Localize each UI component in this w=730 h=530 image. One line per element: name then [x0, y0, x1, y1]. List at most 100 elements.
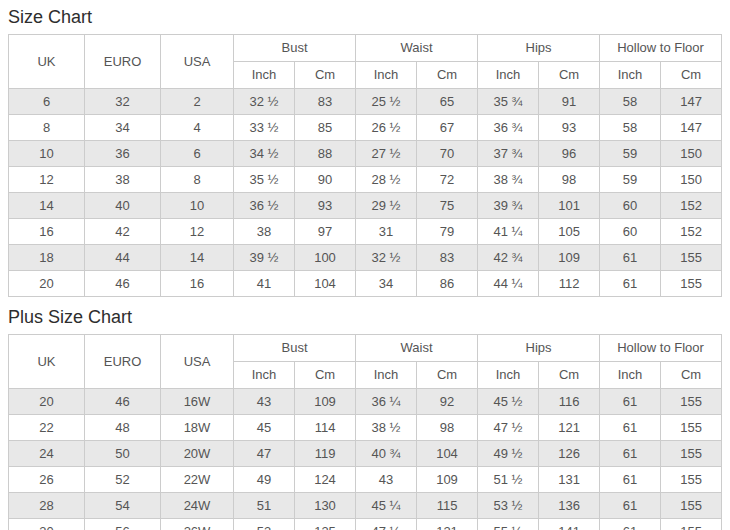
group-header-bust: Bust [234, 335, 356, 362]
table-row: 265222W491244310951 ½13161155 [9, 467, 722, 493]
table-row: 1238835 ½9028 ½7238 ¾9859150 [9, 167, 722, 193]
unit-header-cm: Cm [417, 362, 478, 389]
size-chart-page: Size Chart UKEUROUSABustWaistHipsHollow … [0, 0, 730, 530]
table-cell: 28 ½ [356, 167, 417, 193]
table-cell: 38 [85, 167, 161, 193]
table-cell: 155 [661, 271, 722, 297]
table-cell: 147 [661, 115, 722, 141]
table-cell: 52 [85, 467, 161, 493]
unit-header-cm: Cm [417, 62, 478, 89]
table-cell: 61 [600, 245, 661, 271]
column-header-usa: USA [161, 35, 234, 89]
table-cell: 86 [417, 271, 478, 297]
table-cell: 22W [161, 467, 234, 493]
table-cell: 29 ½ [356, 193, 417, 219]
table-cell: 12 [9, 167, 85, 193]
table-cell: 51 ½ [478, 467, 539, 493]
table-cell: 101 [539, 193, 600, 219]
table-cell: 91 [539, 89, 600, 115]
table-cell: 36 [85, 141, 161, 167]
table-cell: 119 [295, 441, 356, 467]
table-cell: 115 [417, 493, 478, 519]
table-cell: 105 [539, 219, 600, 245]
plus-size-chart-title: Plus Size Chart [8, 306, 722, 328]
table-cell: 36 ¼ [356, 389, 417, 415]
column-header-euro: EURO [85, 35, 161, 89]
group-header-waist: Waist [356, 35, 478, 62]
table-cell: 100 [295, 245, 356, 271]
unit-header-inch: Inch [600, 62, 661, 89]
table-row: 305626W5313547 ½12155 ½14161155 [9, 519, 722, 530]
table-cell: 32 [85, 89, 161, 115]
table-cell: 58 [600, 115, 661, 141]
table-cell: 75 [417, 193, 478, 219]
table-cell: 10 [9, 141, 85, 167]
table-cell: 26 ½ [356, 115, 417, 141]
table-cell: 30 [9, 519, 85, 530]
table-cell: 155 [661, 245, 722, 271]
table-cell: 14 [161, 245, 234, 271]
unit-header-cm: Cm [539, 62, 600, 89]
table-cell: 155 [661, 467, 722, 493]
table-cell: 61 [600, 271, 661, 297]
table-cell: 60 [600, 193, 661, 219]
table-cell: 104 [295, 271, 356, 297]
table-cell: 40 ¾ [356, 441, 417, 467]
table-cell: 90 [295, 167, 356, 193]
table-cell: 36 ½ [234, 193, 295, 219]
table-cell: 47 ½ [478, 415, 539, 441]
table-cell: 36 ¾ [478, 115, 539, 141]
table-cell: 34 ½ [234, 141, 295, 167]
table-cell: 49 [234, 467, 295, 493]
table-cell: 147 [661, 89, 722, 115]
table-cell: 67 [417, 115, 478, 141]
table-cell: 93 [539, 115, 600, 141]
table-cell: 38 ½ [356, 415, 417, 441]
table-cell: 41 [234, 271, 295, 297]
column-header-usa: USA [161, 335, 234, 389]
table-cell: 155 [661, 389, 722, 415]
table-cell: 114 [295, 415, 356, 441]
table-cell: 121 [539, 415, 600, 441]
table-cell: 61 [600, 415, 661, 441]
table-cell: 45 ¼ [356, 493, 417, 519]
table-cell: 4 [161, 115, 234, 141]
size-chart-table: UKEUROUSABustWaistHipsHollow to FloorInc… [8, 34, 722, 297]
table-cell: 26 [9, 467, 85, 493]
table-row: 632232 ½8325 ½6535 ¾9158147 [9, 89, 722, 115]
table-row: 204616W4310936 ¼9245 ½11661155 [9, 389, 722, 415]
table-cell: 131 [539, 467, 600, 493]
table-cell: 32 ½ [356, 245, 417, 271]
table-cell: 45 ½ [478, 389, 539, 415]
table-cell: 72 [417, 167, 478, 193]
table-cell: 44 ¼ [478, 271, 539, 297]
table-cell: 61 [600, 519, 661, 530]
table-cell: 35 ½ [234, 167, 295, 193]
table-cell: 60 [600, 219, 661, 245]
unit-header-inch: Inch [600, 362, 661, 389]
table-cell: 155 [661, 415, 722, 441]
table-cell: 155 [661, 519, 722, 530]
table-cell: 44 [85, 245, 161, 271]
table-cell: 59 [600, 167, 661, 193]
table-cell: 16W [161, 389, 234, 415]
table-row: 224818W4511438 ½9847 ½12161155 [9, 415, 722, 441]
table-cell: 98 [417, 415, 478, 441]
table-cell: 141 [539, 519, 600, 530]
table-cell: 41 ¼ [478, 219, 539, 245]
table-cell: 20 [9, 389, 85, 415]
table-cell: 93 [295, 193, 356, 219]
table-cell: 31 [356, 219, 417, 245]
table-cell: 54 [85, 493, 161, 519]
table-cell: 65 [417, 89, 478, 115]
table-cell: 70 [417, 141, 478, 167]
table-cell: 59 [600, 141, 661, 167]
table-cell: 38 [234, 219, 295, 245]
table-cell: 27 ½ [356, 141, 417, 167]
table-cell: 85 [295, 115, 356, 141]
table-cell: 24W [161, 493, 234, 519]
table-cell: 16 [9, 219, 85, 245]
column-header-uk: UK [9, 335, 85, 389]
table-cell: 20W [161, 441, 234, 467]
table-cell: 56 [85, 519, 161, 530]
